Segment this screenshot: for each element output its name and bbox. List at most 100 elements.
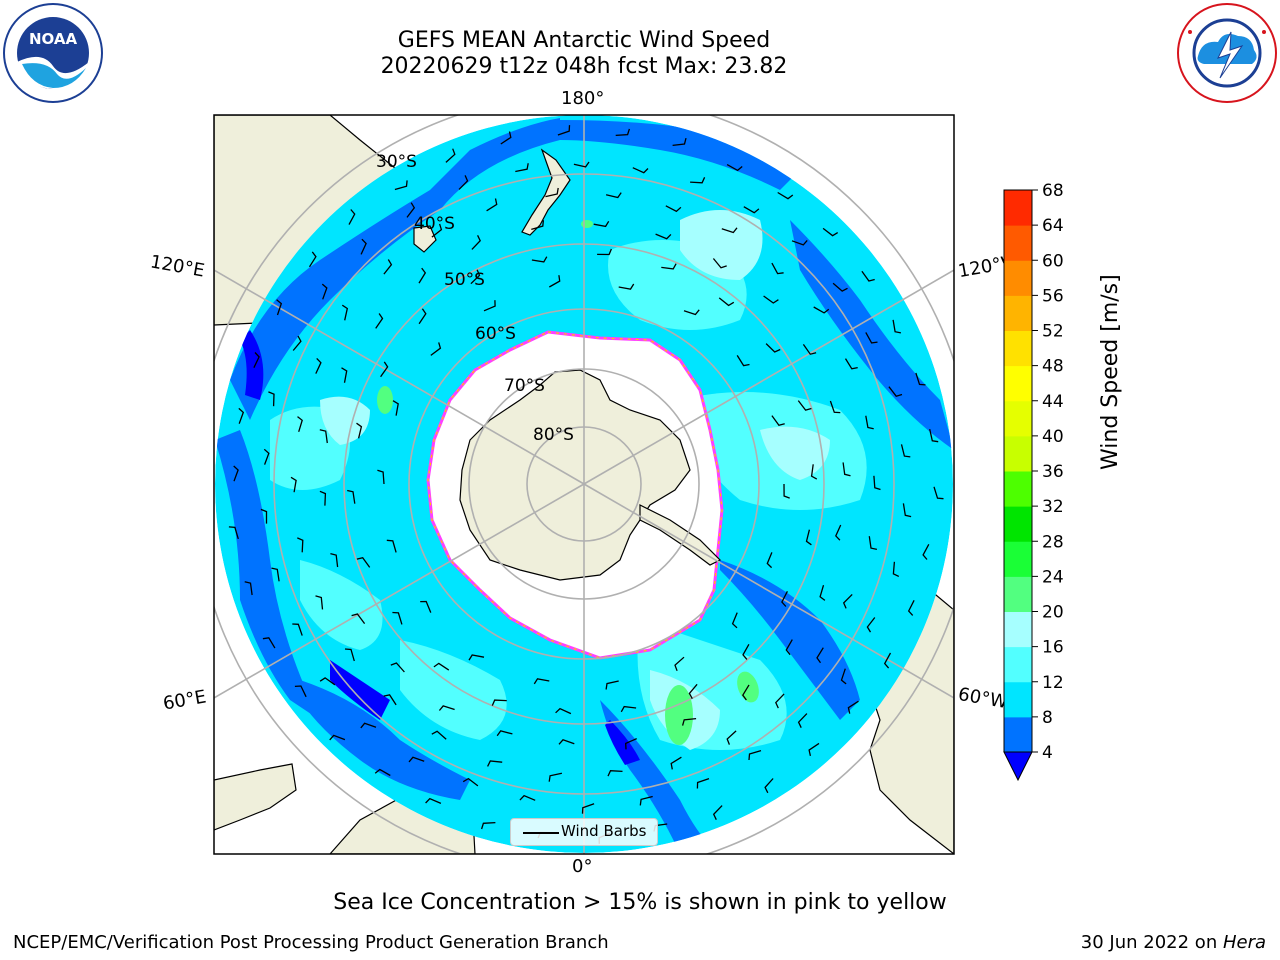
wind-barb xyxy=(605,680,619,690)
wind-barb xyxy=(743,206,760,214)
wind-barb xyxy=(418,308,427,325)
footer-host: Hera xyxy=(1222,932,1266,953)
colorbar-bin xyxy=(1004,190,1032,226)
wind-barb xyxy=(840,668,847,685)
wind-barb xyxy=(496,730,513,737)
wind-barb xyxy=(765,343,781,353)
nws-logo xyxy=(1177,3,1277,103)
wind-barb xyxy=(791,239,808,246)
colorbar-bin xyxy=(1004,260,1032,296)
colorbar-bin xyxy=(1004,541,1032,577)
wind-barb xyxy=(721,227,738,234)
wind-barb xyxy=(438,705,455,711)
wind-barb xyxy=(842,462,851,477)
wind-barb xyxy=(377,469,385,485)
wind-barb xyxy=(233,465,239,482)
colorbar-bin xyxy=(1004,576,1032,612)
wind-barb xyxy=(319,429,328,444)
wind-barb xyxy=(625,738,637,750)
map-legend: Wind Barbs xyxy=(510,818,658,846)
wind-barb xyxy=(297,416,303,432)
colorbar-bin xyxy=(1004,611,1032,648)
wind-barb xyxy=(615,128,631,137)
wind-barb xyxy=(597,248,612,256)
colorbar-tick-label: 48 xyxy=(1042,357,1064,377)
sea-ice-note: Sea Ice Concentration > 15% is shown in … xyxy=(333,890,947,915)
wind-barb xyxy=(665,205,682,213)
wind-barb xyxy=(491,699,507,706)
wind-barb xyxy=(480,821,496,830)
wind-barb xyxy=(783,483,790,499)
tasmania-landmass xyxy=(413,225,437,253)
wind-barb xyxy=(593,220,610,228)
wind-barb xyxy=(253,352,260,368)
wind-barb xyxy=(655,233,672,240)
wind-barb xyxy=(533,678,550,685)
wind-barb xyxy=(742,643,750,660)
wind-barb xyxy=(726,730,737,745)
colorbar-tick-label: 8 xyxy=(1042,708,1053,728)
wind-barb xyxy=(392,611,403,625)
wind-barb xyxy=(558,739,575,745)
colorbar-tick-label: 68 xyxy=(1042,181,1064,201)
colorbar-tick-label: 16 xyxy=(1042,638,1064,658)
colorbar-tick-label: 12 xyxy=(1042,673,1064,693)
wind-barb xyxy=(781,591,788,607)
wind-barb xyxy=(775,693,785,709)
colorbar-tick-label: 32 xyxy=(1042,497,1064,517)
colorbar-bin xyxy=(1004,646,1032,683)
wind-barb xyxy=(892,319,902,334)
legend-label: Wind Barbs xyxy=(561,822,647,840)
wind-barb xyxy=(487,760,503,767)
colorbar-tick-label: 60 xyxy=(1042,251,1064,271)
wind-barb xyxy=(228,526,239,540)
wind-barb xyxy=(797,400,812,411)
wind-barb xyxy=(888,386,903,397)
wind-barb xyxy=(672,137,687,147)
footer-credit: NCEP/EMC/Verification Post Processing Pr… xyxy=(13,932,609,953)
wind-barb xyxy=(847,700,859,714)
wind-barb xyxy=(430,342,442,356)
wind-barb xyxy=(607,770,623,777)
wind-barb xyxy=(262,637,276,649)
colorbar-tick-label: 20 xyxy=(1042,603,1064,623)
wind-barb xyxy=(315,595,324,610)
wind-barb xyxy=(319,677,336,686)
wind-barb xyxy=(810,464,818,480)
wind-barb xyxy=(462,777,479,787)
wind-barb xyxy=(865,415,874,430)
wind-barb xyxy=(420,600,432,613)
wind-barb xyxy=(813,306,830,314)
wind-barb xyxy=(748,749,762,761)
wind-barb xyxy=(276,299,283,316)
lat-label-30s: 30°S xyxy=(376,152,417,172)
wind-barb xyxy=(486,198,498,212)
wind-barb xyxy=(805,529,812,546)
wind-barb xyxy=(531,256,548,263)
wind-barb xyxy=(268,391,275,407)
wind-barb xyxy=(639,795,653,806)
lon-label-0: 0° xyxy=(572,856,593,877)
wind-barb xyxy=(868,536,878,551)
wind-barb xyxy=(696,777,710,789)
wind-barb xyxy=(292,335,302,351)
wind-barb xyxy=(348,209,356,225)
wind-barb xyxy=(736,355,750,367)
wind-barb xyxy=(865,332,878,344)
wind-barb xyxy=(548,275,561,288)
wind-barb xyxy=(470,269,481,285)
wind-barb xyxy=(605,192,622,199)
wind-barb xyxy=(674,656,685,672)
wind-barb xyxy=(244,581,253,596)
colorbar-bin xyxy=(1004,225,1032,261)
wind-barb xyxy=(873,475,881,491)
antarctic-peninsula xyxy=(639,504,722,566)
wind-barb xyxy=(380,361,389,378)
wind-barb xyxy=(392,400,399,416)
wind-barb xyxy=(445,148,456,163)
wind-barb xyxy=(842,593,853,609)
wind-barb xyxy=(557,125,571,136)
wind-barb xyxy=(356,556,371,568)
